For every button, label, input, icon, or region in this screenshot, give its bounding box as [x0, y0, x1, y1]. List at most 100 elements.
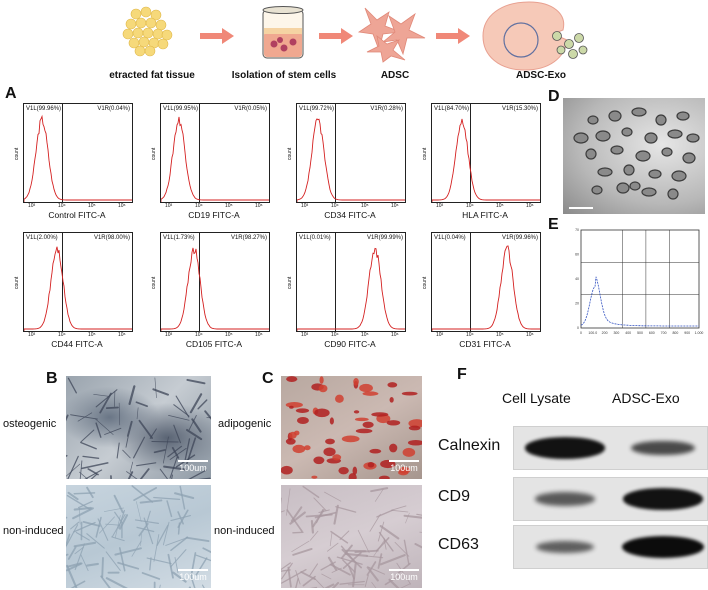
cell-strand [77, 500, 93, 509]
x-tick-label: 400 [625, 331, 631, 335]
cell-strand [104, 427, 122, 435]
cell-strand [79, 460, 83, 479]
vesicle [667, 129, 683, 139]
cell-strand [394, 541, 410, 557]
cell-strand [156, 524, 169, 546]
cell-strand [100, 575, 111, 588]
x-tick-label: 10⁵ [496, 203, 504, 209]
lipid-droplet [378, 475, 390, 479]
lipid-droplet [398, 466, 411, 474]
cell-strand [174, 557, 179, 574]
lipid-droplet [371, 412, 389, 417]
histogram-trace [432, 245, 540, 331]
cell-strand [377, 553, 383, 569]
flow-histogram: V1L(99.96%) V1R(0.04%) 10³ 10⁴ 10⁵ 10⁶ [23, 103, 133, 209]
y-axis-label: count [422, 147, 428, 160]
x-tick-label: 500 [637, 331, 643, 335]
cell-strand [80, 429, 95, 443]
y-axis-label: count [287, 147, 293, 160]
cell-strand [379, 525, 400, 540]
cell-strand [140, 533, 142, 546]
cell-strand [70, 521, 80, 530]
cell-strand [118, 402, 121, 426]
right-gate-label: V1R(0.28%) [370, 106, 403, 112]
condition-label: non-induced [3, 525, 64, 537]
blot-strip [513, 426, 708, 470]
marker-label: Control FITC-A [48, 210, 106, 220]
x-tick-label: 10³ [436, 203, 444, 209]
cell-strand [86, 486, 94, 499]
cell-strand [151, 441, 179, 443]
protein-band [535, 492, 595, 506]
cell-strand [189, 393, 203, 414]
lipid-droplet [407, 439, 422, 446]
cell-strand [195, 554, 211, 562]
vesicle [631, 107, 647, 117]
cell-strand [348, 565, 356, 580]
tem-scale-bar [569, 207, 593, 209]
cell-strand [397, 562, 411, 574]
lipid-droplet [362, 391, 379, 396]
cell-strand [339, 580, 365, 585]
cell-strand [175, 395, 190, 418]
cell-strand [67, 377, 77, 394]
vesicle [595, 130, 611, 142]
lipid-droplet [297, 417, 309, 425]
cell-strand [81, 462, 109, 470]
cell-strand [116, 442, 120, 459]
cell-strand [84, 469, 103, 479]
panel-letter-d: D [548, 88, 560, 105]
cell-strand [126, 471, 138, 479]
cell-strand [290, 506, 303, 522]
cell-strand [111, 536, 125, 542]
right-gate-label: V1R(99.99%) [366, 235, 403, 241]
workflow: etracted fat tissue Isolation of stem ce… [0, 0, 708, 85]
cell-strand [70, 580, 86, 588]
y-tick-label: 0 [577, 326, 579, 330]
x-tick-label: 10⁵ [88, 332, 96, 338]
flow-histogram: V1L(1.73%) V1R(98.27%) 10³ 10⁴ 10⁵ 10⁶ [160, 232, 270, 338]
cell-strand [128, 385, 136, 406]
cell-strand [133, 487, 158, 502]
protein-label: CD9 [438, 488, 471, 505]
cell-strand [295, 569, 301, 585]
cell-strand [185, 536, 210, 543]
cell-strand [168, 414, 190, 421]
vesicle [667, 188, 679, 200]
cell-strand [167, 553, 174, 579]
cell-strand [197, 399, 208, 410]
x-tick-label: 10⁶ [391, 203, 399, 209]
cell-strand [149, 557, 152, 571]
size-distribution-curve [580, 276, 699, 327]
x-tick-label: 10⁵ [361, 332, 369, 338]
cell-strand [177, 511, 184, 525]
x-tick-label: 10⁶ [526, 203, 534, 209]
vesicle [641, 187, 657, 197]
flow-histogram: V1L(2.00%) V1R(98.00%) 10³ 10⁴ 10⁵ 10⁶ [23, 232, 133, 338]
cell-strand [95, 422, 102, 438]
cell-strand [113, 494, 124, 514]
panel-letter-b: B [46, 370, 58, 387]
lipid-droplet [354, 417, 369, 422]
y-tick-label: 70 [575, 228, 579, 232]
lipid-droplet [292, 444, 306, 454]
cell-strand [80, 441, 97, 450]
lipid-droplet [369, 448, 382, 454]
cell-strand [384, 575, 400, 586]
vesicle [623, 164, 635, 176]
cell-strand [93, 393, 109, 397]
workflow-step-label: ADSC [380, 70, 410, 81]
cell-strand [281, 568, 307, 584]
x-tick-label: 900 [684, 331, 690, 335]
cell-strand [388, 578, 400, 588]
blot-strip [513, 477, 708, 521]
y-axis-label: count [151, 147, 157, 160]
y-axis-label: count [151, 276, 157, 289]
lipid-droplet [332, 454, 342, 461]
lipid-droplet [408, 425, 421, 431]
gate-line [198, 104, 200, 202]
x-tick-label: 200 [602, 331, 608, 335]
cell-strand [114, 511, 123, 523]
cell-strand [145, 510, 151, 525]
vesicle [682, 152, 696, 164]
